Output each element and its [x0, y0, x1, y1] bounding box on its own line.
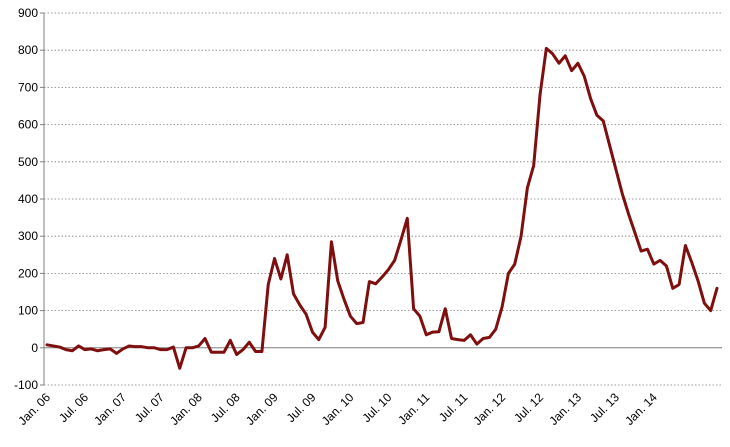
series-layer [45, 46, 719, 370]
y-tick-label: -100 [14, 378, 38, 392]
y-tick-label: 600 [18, 118, 38, 132]
x-tick-label: Jan. 09 [243, 390, 281, 428]
x-tick-label: Jan. 06 [15, 390, 53, 428]
x-tick-label: Jan. 11 [395, 390, 432, 427]
x-tick-label: Jul. 06 [56, 390, 91, 425]
series-line [45, 46, 719, 370]
x-tick-label: Jan. 14 [622, 390, 660, 428]
gridlines [44, 12, 722, 386]
x-tick-label: Jul. 11 [436, 390, 471, 425]
y-tick-label: 900 [18, 6, 38, 20]
y-tick-label: 800 [18, 43, 38, 57]
x-tick-label: Jan. 12 [470, 390, 508, 428]
x-tick-labels: Jan. 06 Jul. 06 Jan. 07 Jul. 07 Jan. 08 Jul. … [15, 390, 660, 428]
y-tick-label: 500 [18, 155, 38, 169]
x-tick-label: Jul. 07 [132, 390, 167, 425]
x-tick-label: Jan. 13 [546, 390, 584, 428]
x-tick-label: Jul. 08 [208, 390, 243, 425]
y-tick-label: 400 [18, 192, 38, 206]
x-tick-label: Jul. 13 [587, 390, 622, 425]
x-tick-label: Jan. 10 [319, 390, 357, 428]
y-tick-label: 0 [31, 341, 38, 355]
y-tick-label: 200 [18, 266, 38, 280]
x-tick-label: Jul. 09 [284, 390, 319, 425]
x-tick-label: Jan. 07 [91, 390, 129, 428]
y-tick-label: 700 [18, 80, 38, 94]
x-tick-label: Jan. 08 [167, 390, 205, 428]
y-tick-label: 100 [18, 304, 38, 318]
y-tick-labels: -100 0 100 200 300 400 500 600 700 800 900 [14, 6, 38, 392]
x-tick-label: Jul. 10 [360, 390, 395, 425]
y-tick-label: 300 [18, 229, 38, 243]
x-tick-label: Jul. 12 [511, 390, 546, 425]
